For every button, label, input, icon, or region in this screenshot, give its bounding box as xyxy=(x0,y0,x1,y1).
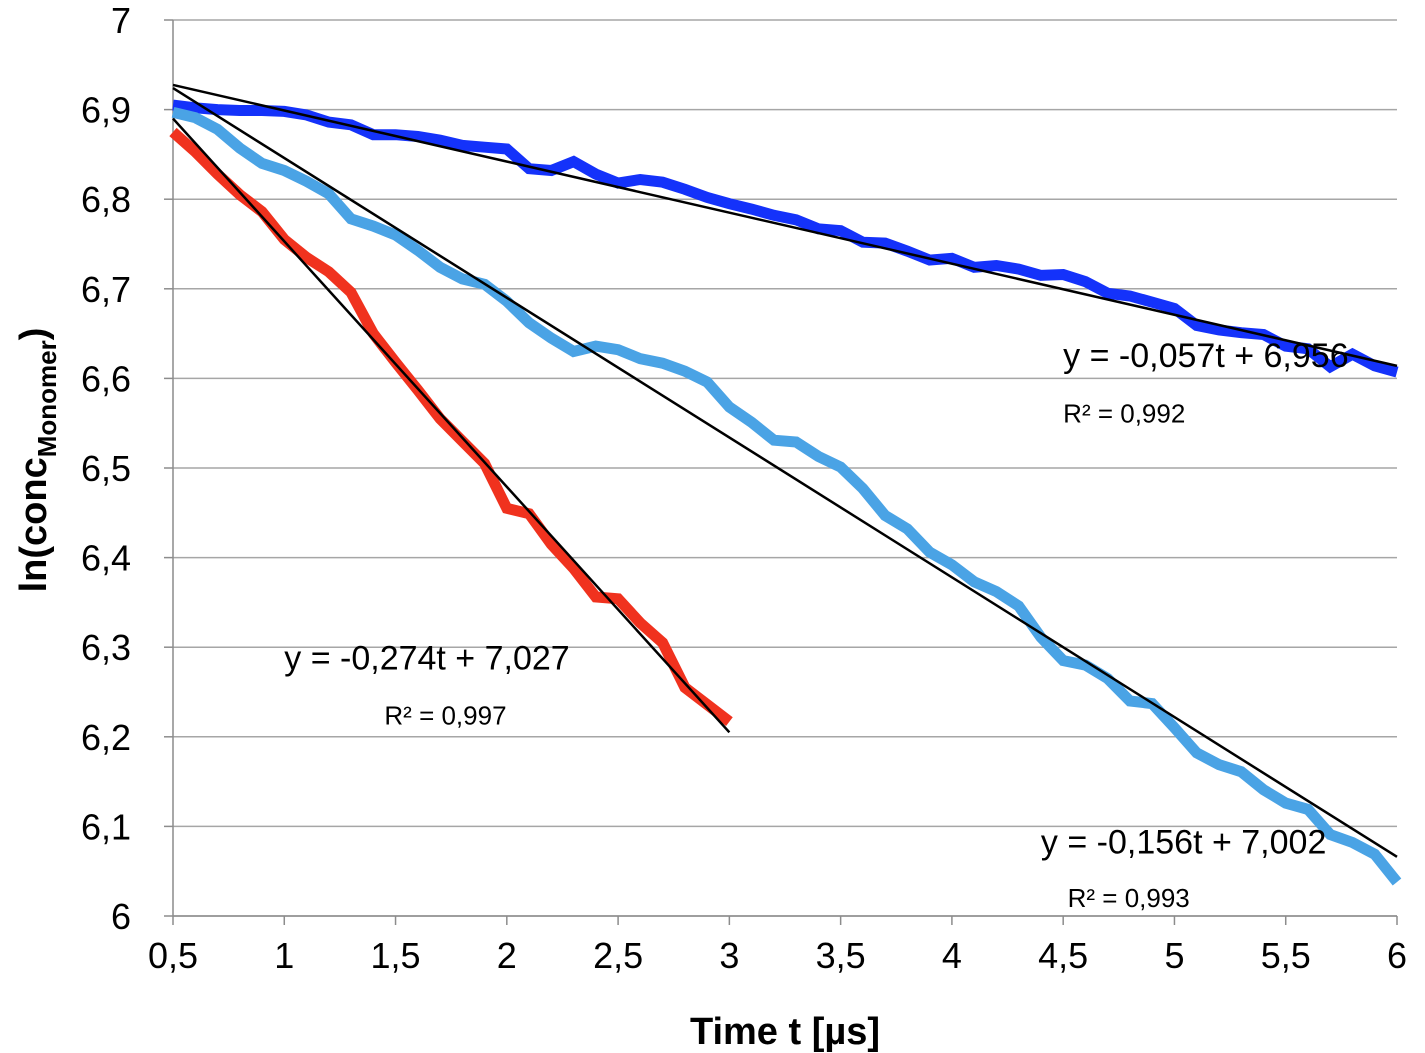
y-tick-label: 7 xyxy=(111,0,131,41)
x-tick-label: 6 xyxy=(1387,935,1407,976)
y-tick-label: 6,9 xyxy=(81,90,131,131)
x-tick-label: 2 xyxy=(497,935,517,976)
trendline-1 xyxy=(172,83,1398,368)
y-tick-label: 6,4 xyxy=(81,538,131,579)
trendline-equation-2: y = -0,156t + 7,002 xyxy=(1041,823,1326,861)
series-line-1 xyxy=(172,99,1399,378)
trendline-r2-3: R² = 0,997 xyxy=(384,700,506,730)
grid xyxy=(173,19,1397,917)
x-tick-label: 5 xyxy=(1164,935,1184,976)
axes xyxy=(164,19,1398,925)
y-tick-label: 6,6 xyxy=(81,358,131,399)
tick-labels: 0,5 1 1,5 2 2,5 3 3,5 4 4,5 5 5,5 6 6 6,1 6,2 6,3 6,4 6,5… xyxy=(81,0,1407,976)
y-axis-title-prefix: ln(conc xyxy=(13,457,55,592)
y-tick-label: 6,1 xyxy=(81,806,131,847)
trendline-equation-1: y = -0,057t + 6,956 xyxy=(1063,337,1348,375)
trendline-r2-1: R² = 0,992 xyxy=(1063,398,1185,428)
annotations: y = -0,057t + 6,956 R² = 0,992 y = -0,156t… xyxy=(284,337,1348,913)
y-tick-label: 6 xyxy=(111,896,131,937)
y-tick-label: 6,5 xyxy=(81,448,131,489)
x-tick-label: 3,5 xyxy=(816,935,866,976)
x-tick-label: 1 xyxy=(274,935,294,976)
trendline-3 xyxy=(172,117,731,734)
series-line-2 xyxy=(171,106,1402,886)
x-axis-title: Time t [µs] xyxy=(690,1011,880,1053)
trendline-equation-3: y = -0,274t + 7,027 xyxy=(284,640,569,678)
x-tick-label: 4,5 xyxy=(1038,935,1088,976)
x-tick-label: 0,5 xyxy=(148,935,198,976)
y-axis-title-suffix: ) xyxy=(13,328,55,341)
x-tick-label: 5,5 xyxy=(1261,935,1311,976)
x-tick-label: 3 xyxy=(719,935,739,976)
y-tick-label: 6,8 xyxy=(81,179,131,220)
series-layer xyxy=(169,99,1402,886)
trendline-r2-2: R² = 0,993 xyxy=(1068,883,1190,913)
x-tick-label: 2,5 xyxy=(593,935,643,976)
x-tick-label: 1,5 xyxy=(371,935,421,976)
series-line-3 xyxy=(169,127,733,726)
y-tick-label: 6,2 xyxy=(81,717,131,758)
y-tick-label: 6,3 xyxy=(81,627,131,668)
x-tick-label: 4 xyxy=(942,935,962,976)
trendline-2 xyxy=(172,87,1398,858)
y-tick-label: 6,7 xyxy=(81,269,131,310)
y-axis-title-subscript: Monomer xyxy=(32,340,62,457)
trendline-layer xyxy=(172,83,1398,858)
y-axis-title: ln(concMonomer) xyxy=(13,328,62,593)
